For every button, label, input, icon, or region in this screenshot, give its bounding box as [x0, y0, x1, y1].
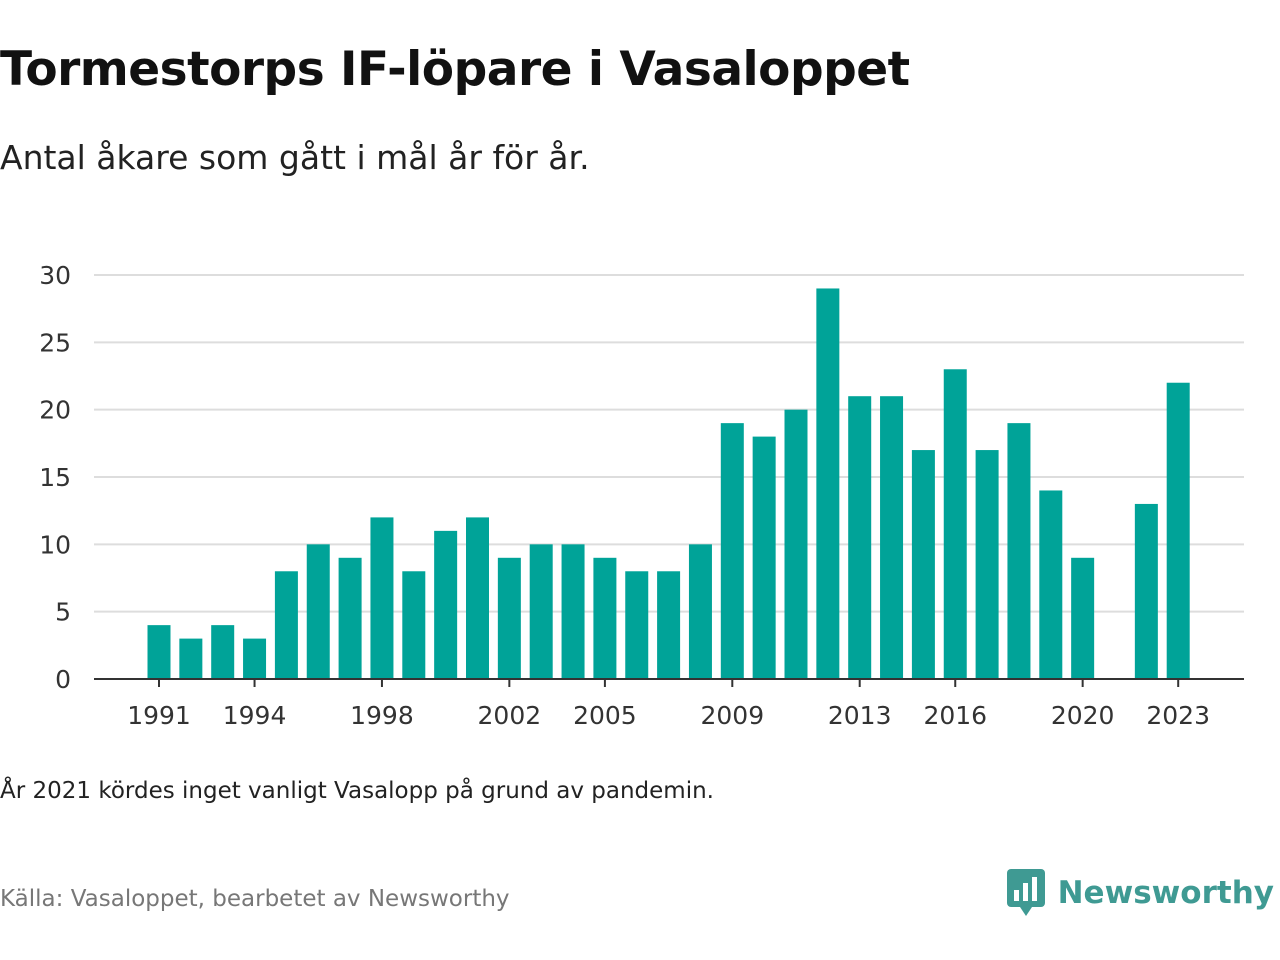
bar-1991	[147, 625, 171, 679]
bar-2006	[625, 571, 649, 679]
bar-2020	[1071, 557, 1095, 679]
x-tick-label: 1998	[350, 701, 414, 730]
source-credit: Källa: Vasaloppet, bearbetet av Newswort…	[0, 886, 510, 912]
bar-2015	[911, 450, 935, 679]
bar-2014	[880, 396, 904, 679]
bar-2000	[434, 530, 458, 679]
newsworthy-logo-icon	[1006, 869, 1045, 916]
chart-subtitle: Antal åkare som gått i mål år för år.	[0, 138, 590, 177]
bar-2017	[975, 450, 999, 679]
bar-2016	[943, 369, 967, 679]
bar-1992	[179, 638, 203, 679]
x-tick-label: 2023	[1146, 701, 1210, 730]
x-tick-label: 2005	[573, 701, 637, 730]
bar-2003	[529, 544, 553, 679]
x-tick-label: 2016	[923, 701, 987, 730]
x-tick-label: 2002	[478, 701, 542, 730]
bar-2007	[657, 571, 681, 679]
footnote: År 2021 kördes inget vanligt Vasalopp på…	[0, 778, 714, 804]
bar-2018	[1007, 423, 1031, 679]
x-tick-label: 2020	[1051, 701, 1115, 730]
bar-2009	[720, 423, 744, 679]
y-tick-label: 15	[39, 463, 71, 492]
bar-2004	[561, 544, 585, 679]
bar-2002	[497, 557, 521, 679]
bar-1999	[402, 571, 426, 679]
x-axis-tick-labels: 1991 1994 1998 2002 2005 2009 2013 2016 2020 2023	[127, 701, 1210, 730]
y-tick-label: 10	[39, 530, 71, 559]
y-tick-label: 30	[39, 261, 71, 290]
bar-1995	[274, 571, 298, 679]
bar-2010	[752, 436, 776, 679]
bar-2013	[848, 396, 872, 679]
newsworthy-brand: Newsworthy	[1006, 868, 1274, 918]
bar-2008	[688, 544, 712, 679]
chart-title: Tormestorps IF-löpare i Vasaloppet	[0, 42, 910, 97]
y-tick-label: 20	[39, 396, 71, 425]
x-tick-label: 1994	[223, 701, 287, 730]
bar-chart: 0 5 10 15 20 25 30 1991 1994 1998 2002 2005 2009 201…	[39, 261, 1244, 730]
bar-1998	[370, 517, 394, 679]
bar-2023	[1166, 382, 1190, 679]
x-tick-label: 2013	[828, 701, 892, 730]
y-tick-label: 25	[39, 328, 71, 357]
y-tick-label: 5	[55, 598, 71, 627]
x-axis	[94, 678, 1244, 687]
bar-2012	[816, 288, 840, 679]
brand-name: Newsworthy	[1057, 875, 1274, 911]
bar-1997	[338, 557, 362, 679]
bar-2022	[1134, 503, 1158, 679]
bars	[147, 288, 1190, 679]
y-tick-label: 0	[55, 665, 71, 694]
x-tick-label: 2009	[700, 701, 764, 730]
bar-2019	[1039, 490, 1063, 679]
bar-2011	[784, 409, 808, 679]
bar-1993	[211, 625, 235, 679]
bar-2005	[593, 557, 617, 679]
bar-1994	[243, 638, 267, 679]
y-axis-tick-labels: 0 5 10 15 20 25 30	[39, 261, 71, 694]
bar-2001	[466, 517, 489, 679]
x-tick-label: 1991	[127, 701, 191, 730]
bar-1996	[306, 544, 330, 679]
